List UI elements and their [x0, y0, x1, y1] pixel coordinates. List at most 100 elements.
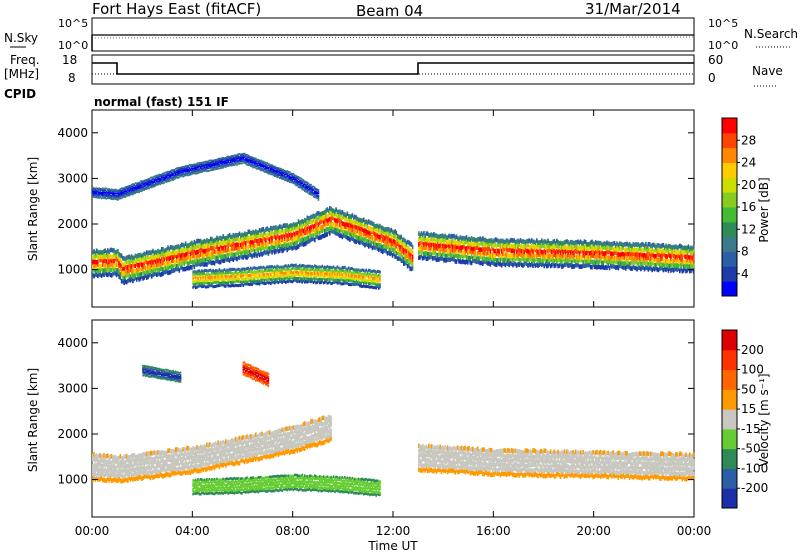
data-cell — [230, 155, 232, 158]
data-cell — [236, 242, 238, 247]
data-cell — [305, 236, 307, 241]
data-cell — [196, 275, 198, 279]
data-cell — [142, 276, 144, 281]
data-cell — [369, 243, 371, 248]
data-cell — [276, 229, 278, 235]
data-cell — [488, 256, 490, 261]
data-cell — [137, 275, 139, 280]
data-cell — [689, 255, 691, 260]
data-cell — [98, 196, 100, 199]
data-cell — [199, 276, 202, 280]
data-cell — [251, 247, 253, 252]
freq-strip — [91, 54, 695, 85]
data-cell — [690, 249, 692, 254]
data-cell — [349, 214, 351, 219]
data-cell — [145, 270, 148, 276]
data-cell — [105, 195, 108, 197]
data-cell — [248, 275, 251, 279]
data-cell — [129, 274, 132, 280]
data-cell — [258, 168, 261, 171]
data-cell — [457, 241, 459, 246]
data-cell — [406, 245, 409, 251]
data-cell — [192, 163, 194, 166]
data-cell — [462, 235, 464, 241]
data-cell — [311, 186, 314, 189]
data-cell — [315, 270, 317, 274]
data-cell — [656, 252, 658, 257]
data-cell — [258, 166, 261, 169]
data-cell — [436, 242, 439, 247]
data-cell — [135, 261, 138, 267]
data-cell — [470, 254, 473, 260]
data-cell — [305, 270, 307, 274]
data-cell — [95, 473, 98, 478]
data-cell — [478, 256, 480, 261]
data-cell — [295, 230, 297, 236]
data-cell — [245, 279, 247, 283]
data-cell — [109, 190, 112, 193]
data-cell — [583, 239, 586, 244]
data-cell — [148, 250, 150, 255]
data-cell — [231, 242, 233, 248]
data-cell — [265, 165, 267, 168]
data-cell — [564, 253, 567, 259]
data-cell — [293, 270, 296, 273]
data-cell — [647, 242, 650, 247]
data-cell — [103, 193, 105, 196]
data-cell — [286, 233, 288, 239]
data-cell — [213, 244, 216, 250]
data-cell — [247, 266, 250, 270]
data-cell — [150, 186, 153, 189]
data-cell — [97, 190, 99, 193]
data-cell — [611, 254, 613, 259]
data-cell — [122, 191, 124, 194]
data-cell — [360, 278, 362, 282]
data-cell — [599, 258, 602, 264]
data-cell — [378, 286, 380, 290]
data-cell — [107, 476, 109, 482]
data-cell — [302, 237, 305, 243]
data-cell — [139, 180, 142, 183]
nsky-tick-bottom: 10^0 — [58, 39, 88, 52]
data-cell — [246, 276, 248, 280]
data-cell — [94, 189, 97, 192]
data-cell — [219, 269, 222, 273]
data-cell — [224, 275, 227, 279]
data-cell — [282, 267, 285, 271]
data-cell — [247, 248, 250, 254]
data-cell — [92, 250, 94, 255]
data-cell — [251, 270, 253, 274]
data-cell — [118, 193, 120, 196]
data-cell — [357, 272, 360, 275]
data-cell — [252, 279, 255, 283]
data-cell — [330, 269, 332, 273]
data-cell — [603, 245, 606, 250]
data-cell — [293, 178, 296, 181]
data-cell — [320, 215, 322, 220]
data-cell — [324, 214, 326, 219]
data-cell — [354, 224, 356, 229]
data-cell — [119, 272, 122, 277]
data-cell — [405, 253, 408, 258]
data-cell — [246, 161, 248, 163]
data-cell — [123, 194, 125, 197]
data-cell — [255, 166, 257, 169]
data-cell — [216, 258, 218, 264]
data-cell — [366, 272, 369, 276]
data-cell — [144, 268, 147, 274]
data-cell — [325, 280, 327, 284]
data-cell — [372, 221, 375, 227]
data-cell — [105, 272, 108, 277]
data-cell — [297, 178, 300, 181]
data-cell — [337, 218, 340, 223]
data-cell — [245, 271, 247, 275]
data-cell — [321, 264, 324, 268]
data-cell — [263, 266, 266, 270]
data-cell — [376, 270, 379, 273]
data-cell — [213, 159, 216, 162]
data-cell — [178, 174, 181, 177]
data-cell — [114, 198, 117, 201]
data-cell — [310, 186, 312, 189]
data-cell — [305, 183, 307, 186]
data-cell — [150, 258, 153, 264]
